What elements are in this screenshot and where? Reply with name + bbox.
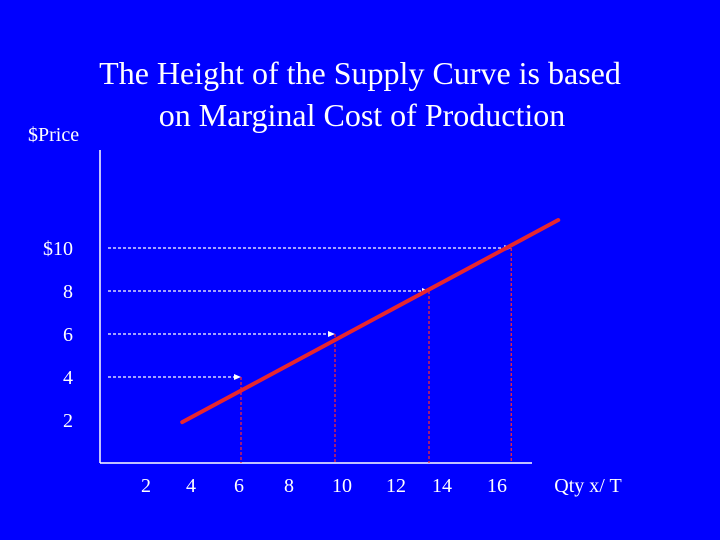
y-axis-label: $Price: [28, 124, 80, 146]
x-tick-label: 6: [234, 475, 244, 497]
x-axis-label: Qty x/ T: [554, 475, 621, 497]
price-guide-arrowhead: [328, 331, 335, 337]
x-tick-label: 14: [432, 475, 452, 497]
title-line-1: The Height of the Supply Curve is based: [99, 55, 621, 91]
title-line-2: on Marginal Cost of Production: [158, 97, 566, 133]
y-tick-label: 8: [63, 281, 73, 303]
y-tick-label: 4: [63, 367, 73, 389]
x-tick-label: 4: [186, 475, 196, 497]
supply-curve: [180, 218, 561, 425]
y-tick-label: 6: [63, 324, 73, 346]
y-tick-label: 2: [63, 410, 73, 432]
x-tick-label: 10: [332, 475, 352, 497]
x-tick-label: 2: [141, 475, 151, 497]
price-guide-arrowhead: [234, 374, 241, 380]
x-tick-label: 12: [386, 475, 406, 497]
y-tick-label: $10: [43, 238, 73, 260]
x-tick-label: 16: [487, 475, 507, 497]
x-tick-label: 8: [284, 475, 294, 497]
